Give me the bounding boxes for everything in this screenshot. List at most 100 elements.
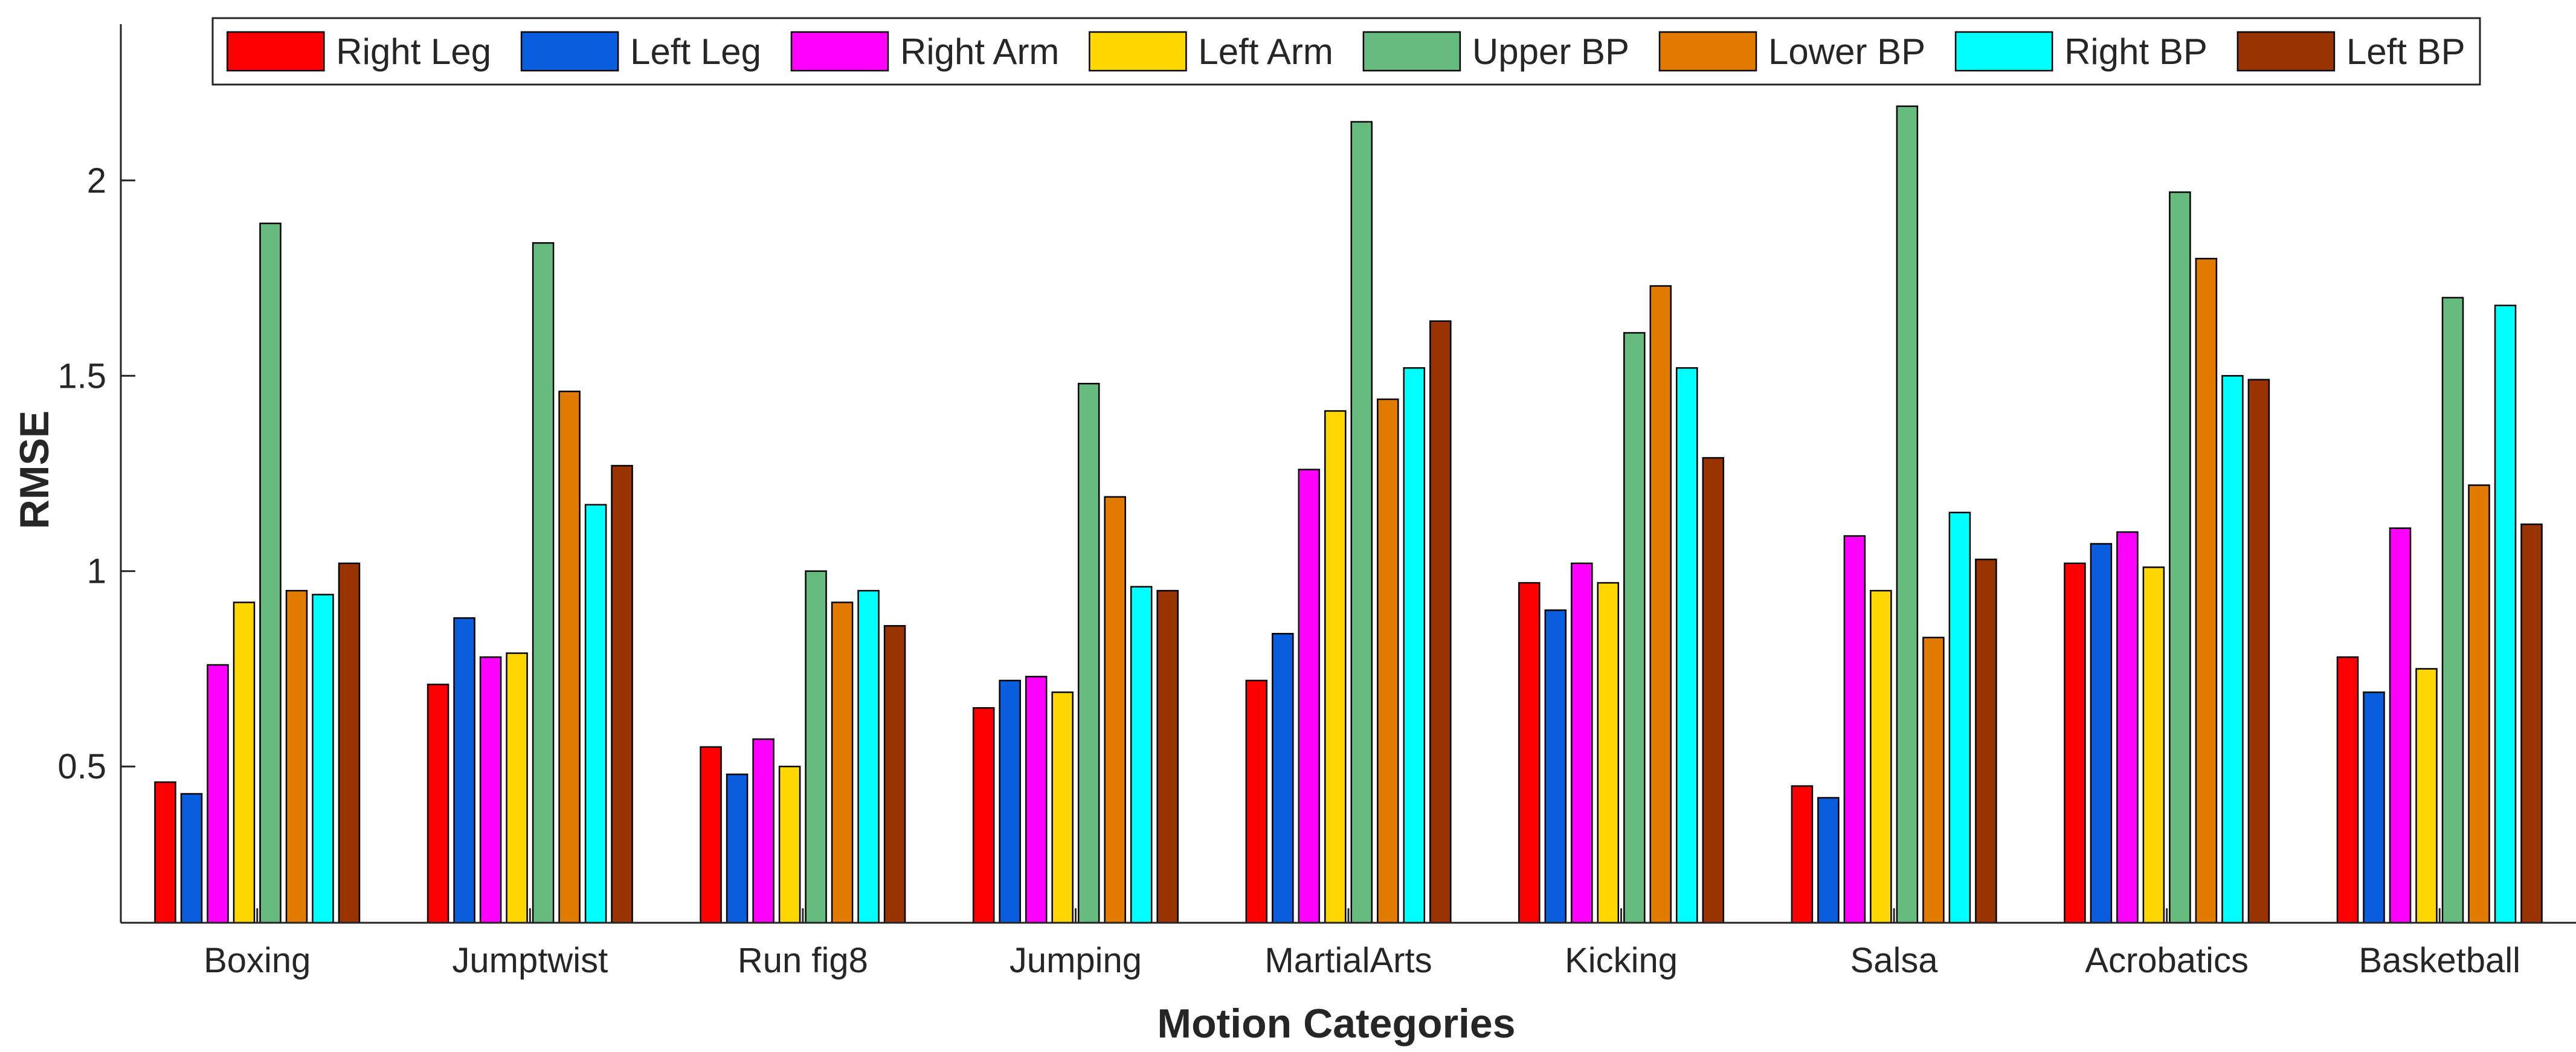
bar-jumping-lower-bp [1104,496,1126,924]
bar-salsa-upper-bp [1896,105,1919,924]
bar-kicking-left-leg [1544,609,1567,924]
bar-salsa-right-arm [1843,535,1866,924]
bar-kicking-right-bp [1676,367,1698,924]
bar-jumping-left-bp [1156,589,1179,924]
x-tick-label-boxing: Boxing [204,941,311,980]
legend-label-lower-bp: Lower BP [1768,31,1925,72]
x-tick-label-acrobatics: Acrobatics [2085,941,2249,980]
bar-kicking-right-arm [1571,562,1593,924]
bar-jumping-right-leg [972,707,995,924]
legend-swatch-right-bp [1954,31,2053,72]
bar-jumptwist-upper-bp [532,242,555,924]
bar-jumptwist-left-bp [611,464,633,924]
bar-salsa-left-arm [1870,589,1892,924]
bar-basketball-upper-bp [2441,297,2464,924]
bar-salsa-right-leg [1791,785,1814,924]
bars-layer [154,105,2543,924]
bar-boxing-right-arm [207,664,229,924]
x-tick-label-run-fig8: Run fig8 [738,941,868,980]
bar-acrobatics-left-bp [2247,379,2270,924]
bar-boxing-right-leg [154,781,176,924]
bar-jumptwist-left-leg [453,617,475,924]
bar-basketball-left-arm [2415,668,2438,924]
bar-basketball-lower-bp [2468,484,2490,924]
bar-martialarts-left-arm [1324,410,1347,924]
bar-jumping-upper-bp [1077,382,1100,924]
bar-boxing-left-bp [338,562,361,924]
bar-martialarts-left-leg [1272,633,1294,924]
bar-jumping-right-arm [1025,676,1048,924]
legend: Right Leg Left Leg Right Arm Left Arm Upper … [211,17,2481,86]
legend-label-right-arm: Right Arm [900,31,1059,72]
bar-kicking-lower-bp [1649,285,1672,924]
bar-salsa-lower-bp [1922,637,1945,924]
bar-boxing-left-leg [180,793,203,924]
y-tick-label: 0.5 [57,747,106,786]
bar-martialarts-upper-bp [1350,121,1373,924]
bar-martialarts-left-bp [1429,320,1452,924]
ticks-layer: 0.5 1 1.5 2 Boxing Jumptwist Run fig8 Jumping Ma… [57,161,2520,980]
bar-jumping-left-arm [1051,691,1074,924]
x-axis-title: Motion Categories [1157,1001,1515,1047]
bar-boxing-left-arm [233,601,256,924]
bar-kicking-right-leg [1518,582,1541,924]
legend-swatch-right-leg [227,31,325,72]
x-tick-label-jumptwist: Jumptwist [452,941,608,980]
y-tick-label: 1 [87,552,106,591]
bar-acrobatics-left-leg [2090,543,2113,924]
bar-boxing-lower-bp [285,589,308,924]
bar-salsa-left-bp [1975,559,1997,924]
bar-kicking-upper-bp [1623,332,1646,924]
bar-acrobatics-right-arm [2116,531,2139,924]
bar-jumping-left-leg [999,679,1021,924]
bar-acrobatics-lower-bp [2195,257,2218,924]
bar-acrobatics-left-arm [2142,566,2165,924]
bar-jumptwist-right-arm [479,656,502,924]
bar-martialarts-lower-bp [1377,398,1399,924]
bar-jumptwist-left-arm [506,652,528,924]
bar-boxing-upper-bp [259,222,282,924]
legend-swatch-left-arm [1089,31,1187,72]
x-tick-label-martialarts: MartialArts [1264,941,1432,980]
bar-jumptwist-right-leg [427,684,449,924]
legend-label-upper-bp: Upper BP [1472,31,1629,72]
bar-martialarts-right-bp [1403,367,1426,924]
legend-swatch-lower-bp [1658,31,1757,72]
bar-basketball-right-leg [2336,656,2359,924]
x-tick-label-kicking: Kicking [1565,941,1678,980]
bar-acrobatics-upper-bp [2169,191,2191,924]
legend-label-left-leg: Left Leg [630,31,761,72]
x-tick-label-salsa: Salsa [1850,941,1939,980]
legend-swatch-left-leg [520,31,619,72]
bar-run-fig8-right-bp [857,589,880,924]
y-tick-label: 2 [87,161,106,200]
bar-run-fig8-lower-bp [831,601,854,924]
bar-basketball-left-leg [2363,691,2385,924]
y-axis-title: RMSE [11,411,57,529]
legend-label-left-arm: Left Arm [1198,31,1333,72]
bar-jumping-right-bp [1130,586,1153,924]
x-tick-label-basketball: Basketball [2359,941,2520,980]
x-tick-label-jumping: Jumping [1009,941,1142,980]
legend-label-left-bp: Left BP [2346,31,2465,72]
bar-basketball-left-bp [2520,523,2543,924]
bar-kicking-left-bp [1702,457,1725,924]
bar-kicking-left-arm [1597,582,1620,924]
bar-jumptwist-lower-bp [558,390,581,924]
legend-label-right-bp: Right BP [2064,31,2207,72]
bar-acrobatics-right-leg [2064,562,2086,924]
bar-run-fig8-upper-bp [805,570,827,924]
y-tick-label: 1.5 [57,356,106,396]
bar-basketball-right-bp [2494,304,2517,924]
legend-swatch-right-arm [790,31,889,72]
bar-boxing-right-bp [312,594,334,924]
legend-label-right-leg: Right Leg [336,31,491,72]
legend-swatch-upper-bp [1362,31,1461,72]
bar-run-fig8-left-leg [726,773,749,924]
legend-swatch-left-bp [2236,31,2336,72]
bar-martialarts-right-arm [1298,469,1321,924]
bar-run-fig8-right-leg [700,746,722,924]
bar-acrobatics-right-bp [2221,375,2244,924]
